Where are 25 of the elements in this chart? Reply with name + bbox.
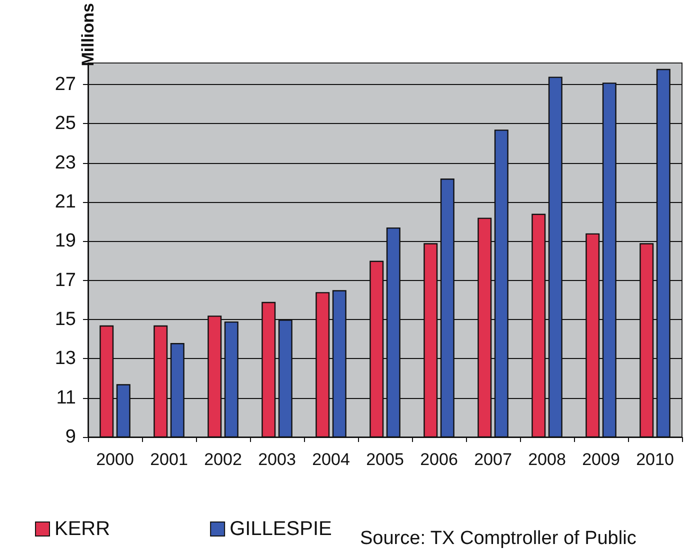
x-tick-label: 2002 xyxy=(204,450,242,469)
x-tick-label: 2001 xyxy=(150,450,188,469)
source-note: Source: TX Comptroller of Public xyxy=(360,528,636,549)
y-tick-label: 13 xyxy=(54,348,76,370)
legend-label: GILLESPIE xyxy=(230,518,332,540)
x-tick-label: 2008 xyxy=(528,450,566,469)
x-tick-label: 2006 xyxy=(420,450,458,469)
x-tick-label: 2007 xyxy=(474,450,512,469)
y-axis-title: Millions xyxy=(78,3,98,66)
y-tick-label: 19 xyxy=(54,230,76,252)
x-tick-label: 2010 xyxy=(636,450,674,469)
y-tick-label: 9 xyxy=(65,426,76,448)
y-tick-label: 21 xyxy=(54,192,76,213)
x-tick-label: 2004 xyxy=(312,450,350,469)
y-tick-label: 25 xyxy=(54,113,76,134)
y-tick-label: 23 xyxy=(54,152,76,174)
y-tick-label: 27 xyxy=(54,74,76,96)
x-tick-label: 2003 xyxy=(258,450,296,469)
x-tick-label: 2000 xyxy=(96,450,134,469)
x-tick-label: 2009 xyxy=(582,450,620,469)
y-tick-label: 11 xyxy=(56,387,76,408)
legend-label: KERR xyxy=(54,518,110,540)
x-tick-label: 2005 xyxy=(366,450,404,469)
y-tick-label: 15 xyxy=(54,309,76,330)
y-tick-label: 17 xyxy=(54,270,76,291)
